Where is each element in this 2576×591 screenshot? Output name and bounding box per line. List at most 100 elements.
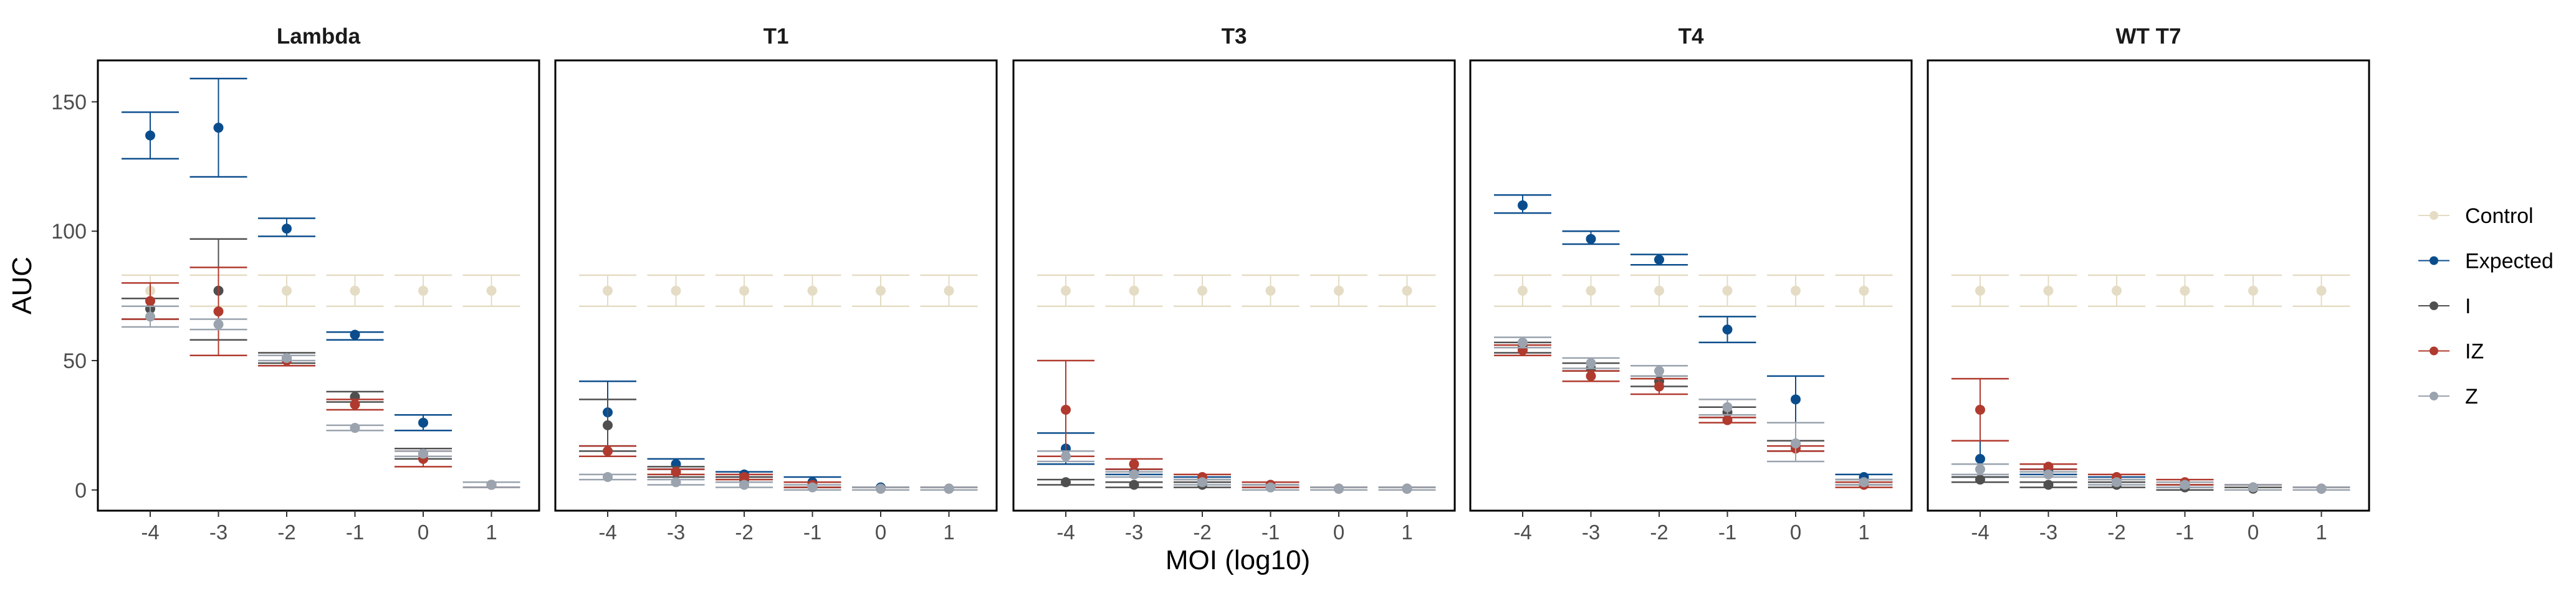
panel-title: T1 bbox=[764, 24, 789, 49]
x-tick-label: -1 bbox=[803, 521, 821, 544]
data-point bbox=[2043, 461, 2054, 472]
legend-key-point bbox=[2430, 256, 2438, 265]
data-point bbox=[1722, 415, 1733, 425]
x-tick-label: -1 bbox=[2176, 521, 2194, 544]
x-tick-label: 0 bbox=[1790, 521, 1801, 544]
data-point bbox=[1975, 285, 1985, 296]
y-tick-label: 150 bbox=[51, 90, 87, 114]
data-point bbox=[1791, 394, 1801, 405]
data-point bbox=[1197, 477, 1207, 488]
data-point bbox=[1061, 404, 1071, 415]
x-tick-label: -3 bbox=[1582, 521, 1600, 544]
data-point bbox=[1586, 358, 1596, 369]
x-tick-label: -3 bbox=[2039, 521, 2057, 544]
data-point bbox=[1654, 366, 1664, 376]
x-tick-label: 1 bbox=[943, 521, 954, 544]
data-point bbox=[282, 352, 292, 363]
data-point bbox=[807, 285, 818, 296]
legend-key-point bbox=[2430, 392, 2438, 400]
data-point bbox=[1518, 285, 1528, 296]
panel-title: Lambda bbox=[277, 24, 361, 49]
data-point bbox=[1586, 371, 1596, 381]
data-point bbox=[603, 285, 613, 296]
data-point bbox=[1265, 285, 1276, 296]
data-point bbox=[739, 471, 749, 482]
data-point bbox=[603, 446, 613, 456]
y-axis-title: AUC bbox=[7, 257, 37, 314]
panel-title: T4 bbox=[1678, 24, 1704, 49]
data-point bbox=[1265, 482, 1276, 493]
data-point bbox=[876, 483, 886, 494]
x-tick-label: -1 bbox=[1718, 521, 1736, 544]
data-point bbox=[282, 285, 292, 296]
data-point bbox=[1975, 464, 1985, 475]
x-tick-label: 1 bbox=[1858, 521, 1869, 544]
data-point bbox=[1586, 234, 1596, 244]
panel-frame bbox=[1469, 59, 1913, 512]
data-point bbox=[145, 311, 155, 322]
data-point bbox=[213, 123, 224, 133]
data-point bbox=[2180, 480, 2190, 490]
data-point bbox=[1334, 483, 1344, 494]
data-point bbox=[418, 448, 428, 459]
data-point bbox=[2316, 483, 2327, 494]
x-tick-label: -2 bbox=[735, 521, 753, 544]
data-point bbox=[1722, 285, 1733, 296]
data-point bbox=[2043, 480, 2054, 490]
data-point bbox=[418, 417, 428, 428]
x-tick-label: 0 bbox=[1333, 521, 1344, 544]
data-point bbox=[1722, 402, 1733, 412]
legend-key-point bbox=[2430, 211, 2438, 220]
panel-frame bbox=[1927, 59, 2370, 512]
data-point bbox=[1791, 438, 1801, 448]
data-point bbox=[1061, 285, 1071, 296]
data-point bbox=[1402, 483, 1412, 494]
x-axis-title: MOI (log10) bbox=[1166, 545, 1310, 575]
data-point bbox=[1975, 475, 1985, 485]
data-point bbox=[350, 285, 360, 296]
data-point bbox=[1791, 285, 1801, 296]
x-tick-label: 0 bbox=[875, 521, 886, 544]
x-tick-label: -1 bbox=[1262, 521, 1280, 544]
data-point bbox=[2248, 285, 2258, 296]
data-point bbox=[486, 285, 497, 296]
x-tick-label: 1 bbox=[2315, 521, 2327, 544]
data-point bbox=[2112, 477, 2122, 488]
panel-frame bbox=[1012, 59, 1456, 512]
x-tick-label: -4 bbox=[141, 521, 159, 544]
x-tick-label: -4 bbox=[598, 521, 616, 544]
data-point bbox=[1129, 469, 1139, 480]
x-tick-label: -4 bbox=[1056, 521, 1075, 544]
y-tick-label: 50 bbox=[63, 349, 87, 373]
data-point bbox=[876, 285, 886, 296]
data-point bbox=[1722, 324, 1733, 335]
legend-label: IZ bbox=[2465, 340, 2484, 364]
data-point bbox=[1061, 477, 1071, 488]
x-tick-label: -3 bbox=[667, 521, 685, 544]
data-point bbox=[1061, 451, 1071, 461]
data-point bbox=[1518, 200, 1528, 210]
data-point bbox=[603, 471, 613, 482]
data-point bbox=[1129, 459, 1139, 470]
data-point bbox=[350, 329, 360, 340]
data-point bbox=[1129, 285, 1139, 296]
data-point bbox=[1129, 480, 1139, 490]
data-point bbox=[213, 306, 224, 317]
x-tick-label: -2 bbox=[2107, 521, 2125, 544]
data-point bbox=[2316, 285, 2327, 296]
data-point bbox=[350, 399, 360, 410]
x-tick-label: -4 bbox=[1971, 521, 1989, 544]
data-point bbox=[603, 420, 613, 430]
data-point bbox=[1334, 285, 1344, 296]
data-point bbox=[739, 480, 749, 490]
x-tick-label: -1 bbox=[346, 521, 364, 544]
x-tick-label: -4 bbox=[1513, 521, 1531, 544]
panel-frame bbox=[554, 59, 998, 512]
y-tick-label: 0 bbox=[75, 479, 87, 503]
x-tick-label: 1 bbox=[486, 521, 497, 544]
x-tick-label: 0 bbox=[418, 521, 429, 544]
legend-key-point bbox=[2430, 301, 2438, 310]
data-point bbox=[1654, 254, 1664, 265]
data-point bbox=[739, 285, 749, 296]
